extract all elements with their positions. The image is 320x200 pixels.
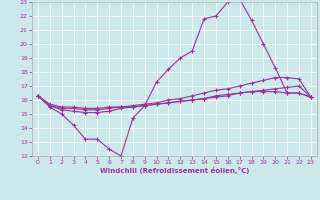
X-axis label: Windchill (Refroidissement éolien,°C): Windchill (Refroidissement éolien,°C) [100, 167, 249, 174]
